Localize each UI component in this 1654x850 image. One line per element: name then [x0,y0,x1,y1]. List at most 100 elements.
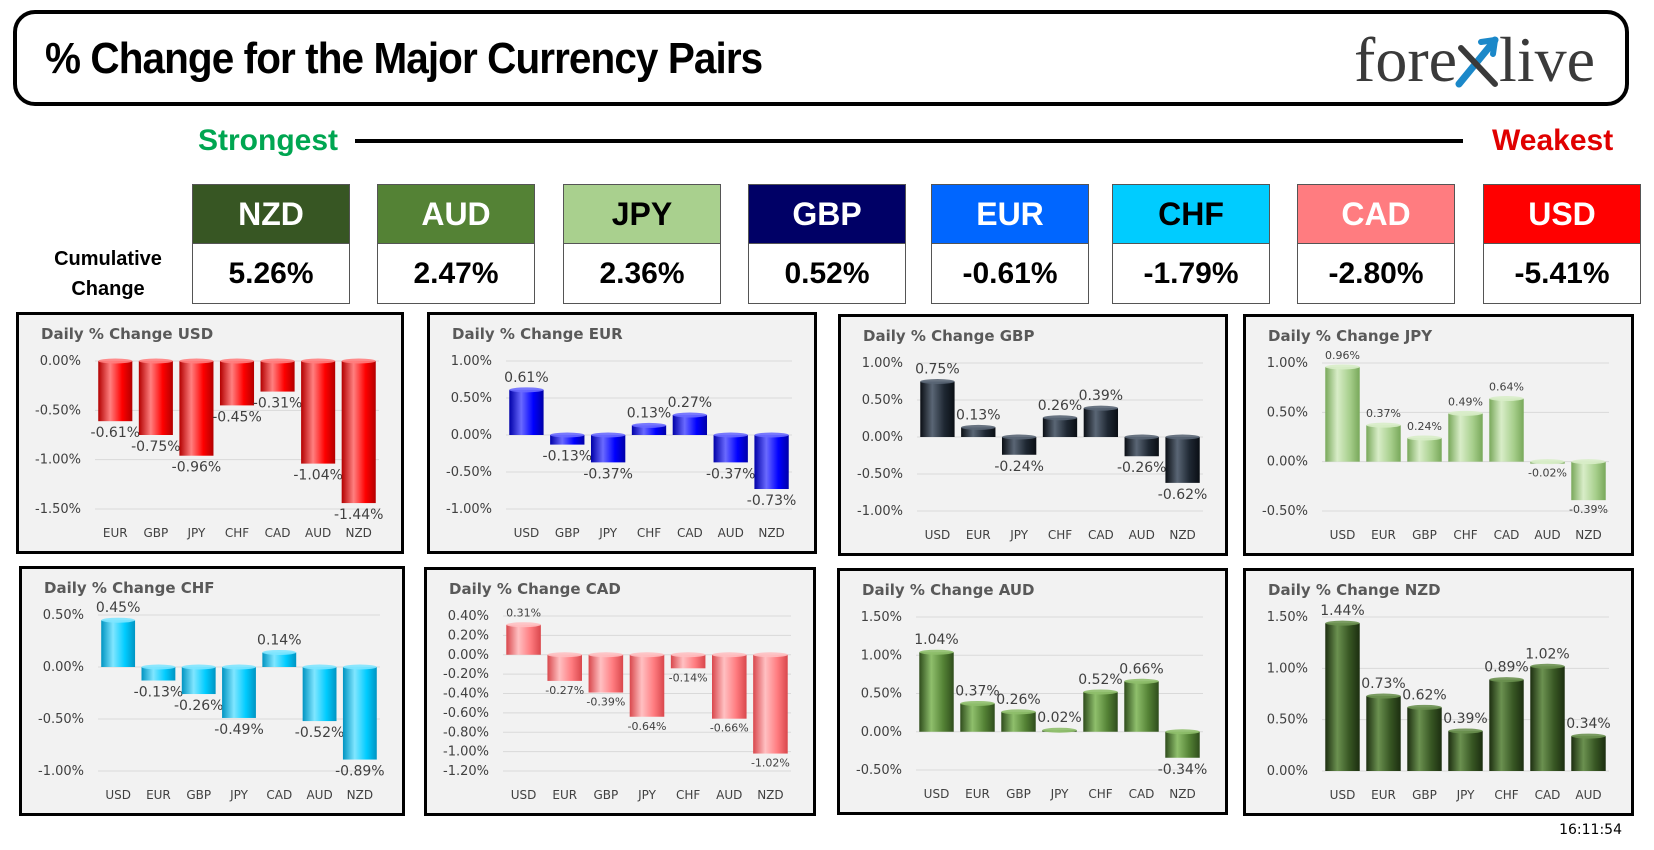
bar-cap [1083,689,1118,695]
x-tick-label: CAD [1494,528,1520,542]
chart-cad: Daily % Change CAD 0.40% 0.20% 0.00% -0.20% -… [443,580,791,802]
bar [1325,366,1360,462]
bar [1448,413,1483,462]
bar-cap [1124,678,1159,684]
data-label: 0.34% [1566,716,1610,732]
x-tick-label: GBP [186,788,211,802]
data-label: -0.13% [134,685,184,701]
bar [588,654,624,693]
chart-title: Daily % Change EUR [452,325,623,343]
currency-cumulative-value: 2.47% [413,257,499,290]
data-label: -1.02% [751,757,790,770]
forexlive-logo: fore live [1354,22,1595,98]
x-tick-label: NZD [1169,528,1195,542]
bar-cap [181,664,216,670]
x-tick-label: AUD [716,788,742,802]
currency-box-usd: USD -5.41% [1483,184,1641,304]
chart-panel-usd: Daily % Change USD 0.00% -0.50% -1.00% -1.50… [16,312,404,554]
bar-cap [1042,727,1077,733]
bar [1001,437,1037,455]
y-tick-label: -1.00% [35,453,81,468]
chart-title: Daily % Change CHF [44,579,215,597]
timestamp: 16:11:54 [1559,822,1622,838]
data-label: -0.37% [583,466,633,482]
y-tick-label: 0.00% [451,428,492,443]
bar-cap [1489,396,1524,402]
data-label: -0.24% [994,459,1044,475]
x-tick-label: AUD [718,526,744,540]
data-label: 0.37% [955,683,999,699]
x-tick-label: CHF [1494,788,1518,802]
x-tick-label: AUD [306,788,332,802]
x-tick-label: USD [1330,528,1356,542]
chart-usd: Daily % Change USD 0.00% -0.50% -1.00% -1.50… [35,325,383,540]
bar-cap [301,358,336,364]
bar-cap [1366,422,1401,428]
y-tick-label: -1.00% [857,504,903,519]
bar [1407,707,1442,771]
bar [753,654,788,754]
y-tick-label: 0.20% [448,628,489,643]
y-tick-label: -1.00% [38,764,84,779]
data-label: 0.39% [1079,388,1123,404]
bar-cap [920,379,955,384]
currency-box-nzd: NZD 5.26% [192,184,350,304]
data-label: -0.14% [669,671,708,684]
x-tick-label: CAD [266,788,292,802]
x-tick-label: JPY [637,788,657,802]
bar-cap [1407,704,1442,710]
data-label: -0.02% [1528,467,1567,480]
data-label: -0.39% [1569,503,1608,516]
bar [1165,731,1200,758]
data-label: 0.66% [1119,661,1163,677]
y-tick-label: 0.50% [862,393,903,408]
x-tick-label: NZD [347,788,373,802]
x-tick-label: CHF [1088,787,1112,801]
y-tick-label: -0.40% [443,687,489,702]
y-tick-label: 0.00% [1267,764,1308,779]
chart-panel-jpy: Daily % Change JPY 1.00% 0.50% 0.00% -0.50% 0… [1243,314,1634,556]
x-tick-label: USD [924,787,950,801]
bar-cap [260,358,295,364]
bar [1124,437,1159,457]
y-tick-label: 1.00% [1267,356,1308,371]
bar-cap [1571,733,1606,739]
logo-text-left: fore [1354,24,1458,95]
x-tick-label: NZD [1169,787,1195,801]
y-tick-label: 0.50% [451,391,492,406]
chart-gbp: Daily % Change GBP 1.00% 0.50% 0.00% -0.50% -… [857,327,1207,542]
data-label: 0.75% [915,362,959,378]
y-tick-label: 1.00% [862,356,903,371]
x-tick-label: USD [105,788,131,802]
currency-box-cad: CAD -2.80% [1297,184,1455,304]
currency-cumulative-value: -5.41% [1514,257,1610,290]
x-tick-label: JPY [229,788,249,802]
bar-cap [631,422,667,428]
bar-cap [1001,434,1037,440]
x-tick-label: CAD [265,526,291,540]
x-tick-label: GBP [593,788,618,802]
bar-cap [1571,459,1606,465]
data-label: 1.04% [914,632,958,648]
currency-code: USD [1484,185,1640,244]
bar [1448,730,1483,771]
bar-cap [754,432,789,438]
x-tick-label: JPY [1009,528,1029,542]
bar [1571,461,1606,501]
chart-panel-gbp: Daily % Change GBP 1.00% 0.50% 0.00% -0.50% -… [838,314,1228,556]
x-tick-label: EUR [1371,528,1396,542]
data-label: -0.26% [1117,460,1167,476]
bar-cap [138,358,173,364]
bar [1530,666,1565,771]
currency-code: AUD [378,185,534,244]
data-label: -0.52% [295,725,345,741]
bar-cap [1448,728,1483,734]
bar-cap [1042,415,1078,421]
cumulative-label-line1: Cumulative [54,248,162,270]
data-label: -0.49% [214,722,264,738]
y-tick-label: -0.20% [443,667,489,682]
logo-x-arrow-icon [1455,36,1499,88]
bar-cap [141,664,176,670]
x-tick-label: CHF [637,526,661,540]
x-tick-label: AUD [1534,528,1560,542]
